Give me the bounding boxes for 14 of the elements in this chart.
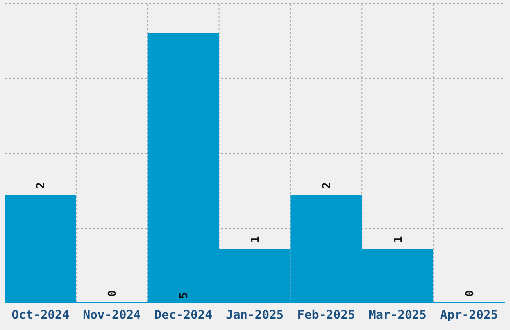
x-tick-label: Mar-2025	[368, 308, 427, 322]
data-label: 1	[392, 236, 405, 244]
x-tick-label: Feb-2025	[298, 308, 356, 322]
x-tick-label: Apr-2025	[440, 308, 498, 322]
x-tick-label: Nov-2024	[83, 308, 142, 322]
data-label: 2	[34, 182, 48, 190]
x-tick-label: Dec-2024	[154, 308, 212, 322]
data-label: 5	[178, 292, 191, 299]
x-tick-label: Jan-2025	[226, 308, 284, 322]
data-label: 2	[320, 182, 334, 190]
data-label: 0	[106, 290, 120, 297]
data-label: 0	[463, 290, 476, 297]
data-label: 1	[249, 236, 262, 244]
x-tick-label: Oct-2024	[12, 308, 70, 322]
